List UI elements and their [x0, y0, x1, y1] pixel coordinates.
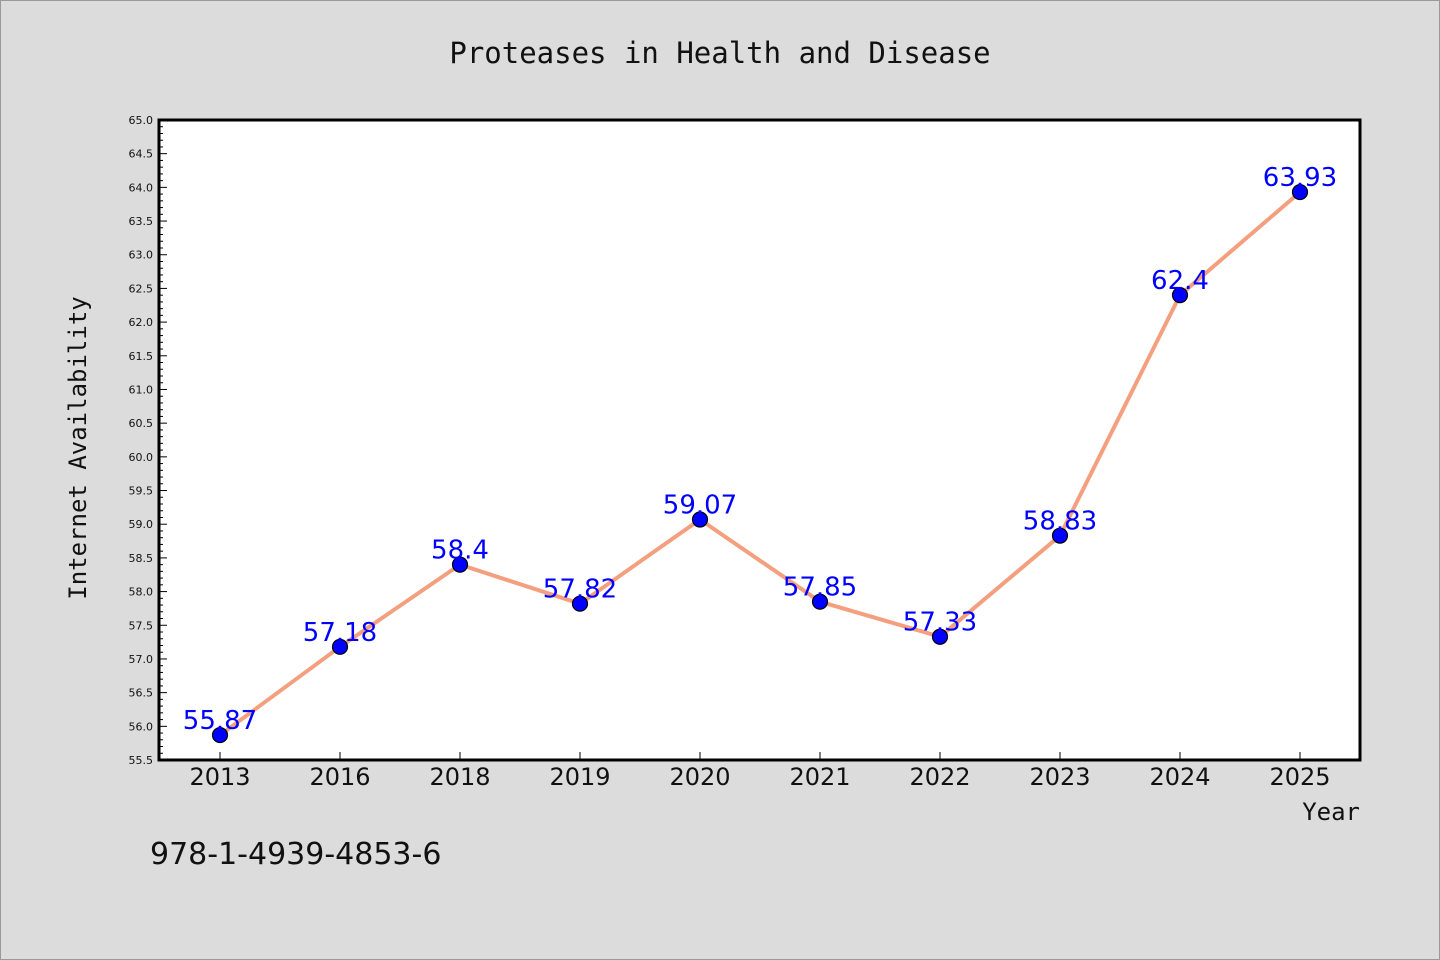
data-point — [931, 628, 949, 645]
data-point — [571, 595, 589, 612]
x-tick-label: 2016 — [309, 763, 370, 791]
y-tick-label: 62.0 — [129, 316, 154, 329]
y-tick-label: 57.0 — [129, 653, 154, 666]
data-point — [451, 556, 469, 573]
y-tick-label: 64.0 — [129, 181, 154, 194]
y-axis-label: Internet Availability — [64, 296, 92, 599]
data-label: 59.07 — [663, 490, 737, 520]
y-tick-label: 59.5 — [129, 485, 154, 498]
y-tick-label: 61.0 — [129, 383, 154, 396]
x-tick-label: 2018 — [429, 763, 490, 791]
x-tick-label: 2024 — [1149, 763, 1210, 791]
data-point — [211, 726, 229, 744]
data-point — [331, 638, 349, 655]
y-tick-label: 63.5 — [129, 215, 154, 228]
x-axis-ticks: 2013 2016 2018 2019 2020 2021 2022 2023 2024 2025 — [189, 752, 1331, 791]
data-labels: 55.87 57.18 58.4 57.82 59.07 57.85 57.33 58.83 6… — [183, 163, 1337, 736]
x-tick-label: 2013 — [189, 763, 250, 791]
x-tick-label: 2023 — [1029, 763, 1090, 791]
data-point — [1051, 527, 1069, 544]
y-tick-label: 60.5 — [129, 417, 154, 430]
data-points — [211, 183, 1309, 744]
footer-isbn: 978-1-4939-4853-6 — [150, 837, 441, 872]
data-point — [691, 511, 709, 528]
y-tick-label: 59.0 — [129, 518, 154, 531]
x-axis-label: Year — [1302, 798, 1360, 826]
data-label: 58.4 — [431, 536, 489, 566]
chart-title: Proteases in Health and Disease — [449, 36, 990, 70]
data-label: 55.87 — [183, 706, 257, 736]
data-label: 57.33 — [903, 608, 977, 638]
x-tick-label: 2019 — [549, 763, 610, 791]
data-label: 62.4 — [1151, 266, 1209, 296]
x-tick-label: 2020 — [669, 763, 730, 791]
series-line — [218, 190, 1302, 737]
data-point — [811, 593, 829, 610]
data-label: 57.18 — [303, 618, 377, 648]
y-tick-label: 56.5 — [129, 687, 154, 700]
y-tick-label: 57.5 — [129, 619, 154, 632]
y-axis-ticks: 55.5 56.0 56.5 57.0 57.5 58.0 58.5 59.0 59.5 60.0… — [129, 114, 167, 767]
y-tick-label: 64.5 — [129, 148, 154, 161]
y-tick-label: 61.5 — [129, 350, 154, 363]
x-tick-label: 2025 — [1269, 763, 1330, 791]
plot-area — [157, 118, 1362, 762]
y-tick-label: 58.5 — [129, 552, 154, 565]
data-label: 63.93 — [1263, 163, 1337, 193]
y-tick-label: 56.0 — [129, 720, 154, 733]
data-label: 57.85 — [783, 573, 857, 603]
y-tick-label: 65.0 — [129, 114, 154, 127]
data-point — [1171, 287, 1189, 304]
data-label: 57.82 — [543, 575, 617, 605]
x-tick-label: 2022 — [909, 763, 970, 791]
x-tick-label: 2021 — [789, 763, 850, 791]
data-point — [1291, 183, 1309, 201]
y-tick-label: 58.0 — [129, 586, 154, 599]
y-tick-label: 62.5 — [129, 282, 154, 295]
y-tick-label: 60.0 — [129, 451, 154, 464]
y-tick-label: 63.0 — [129, 249, 154, 262]
y-tick-label: 55.5 — [129, 754, 154, 767]
data-label: 58.83 — [1023, 507, 1097, 537]
